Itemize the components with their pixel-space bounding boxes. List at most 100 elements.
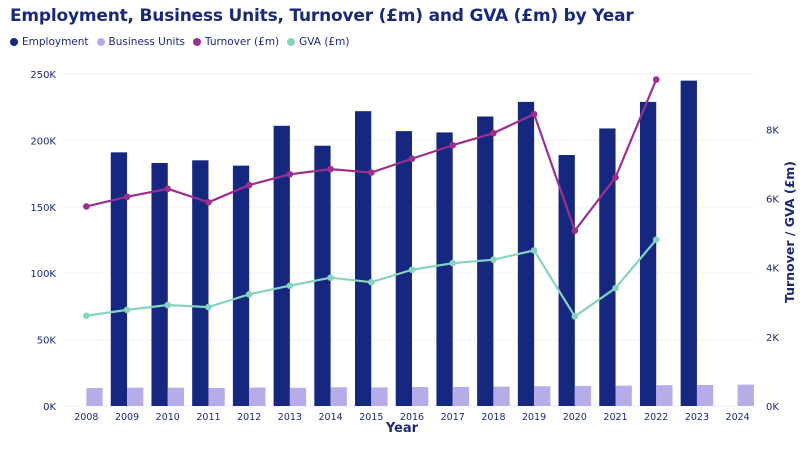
x-tick-label: 2024 bbox=[726, 412, 750, 423]
bar-business-units bbox=[534, 386, 551, 406]
x-axis-title: Year bbox=[385, 421, 419, 436]
y2-tick-label: 2K bbox=[766, 333, 779, 344]
point-gva bbox=[652, 236, 660, 243]
x-tick-label: 2019 bbox=[522, 412, 546, 423]
x-tick-label: 2015 bbox=[359, 412, 383, 423]
bar-employment bbox=[680, 80, 697, 406]
point-gva bbox=[286, 282, 294, 289]
legend-item-gva[interactable]: GVA (£m) bbox=[287, 36, 349, 48]
x-tick-label: 2022 bbox=[644, 412, 668, 423]
bar-employment bbox=[599, 128, 616, 406]
bar-employment bbox=[395, 131, 412, 406]
legend-label-business-units: Business Units bbox=[108, 36, 186, 48]
y2-tick-label: 4K bbox=[766, 264, 779, 275]
point-gva bbox=[408, 266, 416, 274]
point-turnover bbox=[408, 155, 416, 163]
point-turnover bbox=[245, 181, 253, 189]
y-tick-label: 0K bbox=[43, 402, 56, 413]
point-turnover bbox=[205, 199, 212, 206]
bar-business-units bbox=[330, 387, 347, 406]
legend-label-employment: Employment bbox=[22, 36, 89, 48]
bar-employment bbox=[192, 160, 209, 406]
bar-business-units bbox=[615, 385, 632, 406]
chart-title: Employment, Business Units, Turnover (£m… bbox=[10, 6, 634, 26]
x-tick-label: 2012 bbox=[237, 412, 261, 423]
bar-business-units bbox=[656, 385, 673, 406]
x-tick-label: 2017 bbox=[441, 412, 465, 423]
y-tick-label: 150K bbox=[30, 203, 56, 214]
point-turnover bbox=[327, 165, 334, 173]
point-gva bbox=[123, 306, 131, 314]
point-turnover bbox=[367, 169, 375, 176]
legend-item-business-units[interactable]: Business Units bbox=[96, 36, 186, 48]
y-tick-label: 200K bbox=[30, 136, 56, 147]
bar-business-units bbox=[412, 387, 429, 406]
point-gva bbox=[327, 274, 334, 281]
bar-employment bbox=[355, 111, 372, 407]
legend-label-turnover: Turnover (£m) bbox=[205, 36, 280, 48]
point-gva bbox=[612, 284, 619, 292]
point-turnover bbox=[449, 141, 457, 149]
x-tick-label: 2011 bbox=[196, 412, 220, 423]
bar-employment bbox=[151, 162, 168, 406]
bar-employment bbox=[232, 165, 250, 406]
y2-tick-label: 0K bbox=[766, 402, 779, 413]
point-gva bbox=[245, 290, 253, 298]
x-tick-label: 2018 bbox=[481, 412, 505, 423]
bar-business-units bbox=[249, 387, 266, 406]
bar-business-units bbox=[452, 387, 469, 406]
point-gva bbox=[571, 313, 579, 320]
x-tick-label: 2014 bbox=[318, 412, 342, 423]
bar-business-units bbox=[86, 388, 103, 406]
legend-marker-turnover bbox=[193, 38, 202, 46]
legend-label-gva: GVA (£m) bbox=[299, 36, 350, 48]
x-tick-label: 2023 bbox=[685, 412, 709, 423]
y2-tick-label: 6K bbox=[766, 195, 779, 206]
point-gva bbox=[205, 303, 212, 311]
y-tick-label: 250K bbox=[30, 70, 56, 81]
x-tick-label: 2020 bbox=[563, 412, 587, 423]
point-gva bbox=[83, 312, 90, 320]
bar-employment bbox=[273, 125, 290, 407]
point-turnover bbox=[652, 76, 660, 83]
point-turnover bbox=[286, 170, 294, 178]
point-gva bbox=[164, 301, 172, 309]
bar-business-units bbox=[208, 387, 225, 406]
legend-item-employment[interactable]: Employment bbox=[10, 36, 89, 48]
bar-business-units bbox=[574, 385, 592, 406]
bar-employment bbox=[110, 152, 128, 406]
point-turnover bbox=[490, 129, 497, 137]
legend: Employment Business Units Turnover (£m) … bbox=[10, 36, 349, 48]
y2-axis-title: Turnover / GVA (£m) bbox=[782, 161, 797, 303]
point-turnover bbox=[530, 110, 538, 118]
bar-employment bbox=[639, 101, 657, 406]
point-turnover bbox=[612, 174, 619, 181]
point-turnover bbox=[571, 227, 579, 234]
y2-tick-label: 8K bbox=[766, 125, 779, 136]
point-gva bbox=[530, 247, 538, 254]
legend-marker-employment bbox=[10, 38, 18, 46]
bar-business-units bbox=[371, 387, 388, 406]
x-tick-label: 2008 bbox=[74, 412, 98, 423]
legend-marker-business-units bbox=[96, 38, 105, 46]
y-tick-label: 50K bbox=[37, 336, 57, 347]
x-tick-label: 2021 bbox=[603, 412, 627, 423]
point-turnover bbox=[123, 193, 131, 201]
bar-employment bbox=[436, 132, 453, 406]
x-tick-label: 2013 bbox=[278, 412, 302, 423]
bar-business-units bbox=[493, 386, 510, 406]
legend-marker-gva bbox=[287, 38, 296, 46]
point-gva bbox=[367, 278, 375, 286]
bar-business-units bbox=[127, 387, 144, 406]
legend-item-turnover[interactable]: Turnover (£m) bbox=[193, 36, 279, 48]
point-gva bbox=[490, 256, 497, 264]
y-tick-label: 100K bbox=[30, 269, 56, 280]
point-turnover bbox=[164, 185, 172, 193]
bar-business-units bbox=[696, 385, 714, 406]
x-tick-label: 2010 bbox=[156, 412, 180, 423]
x-tick-label: 2009 bbox=[115, 412, 139, 423]
bar-business-units bbox=[167, 387, 185, 406]
point-gva bbox=[449, 259, 457, 267]
